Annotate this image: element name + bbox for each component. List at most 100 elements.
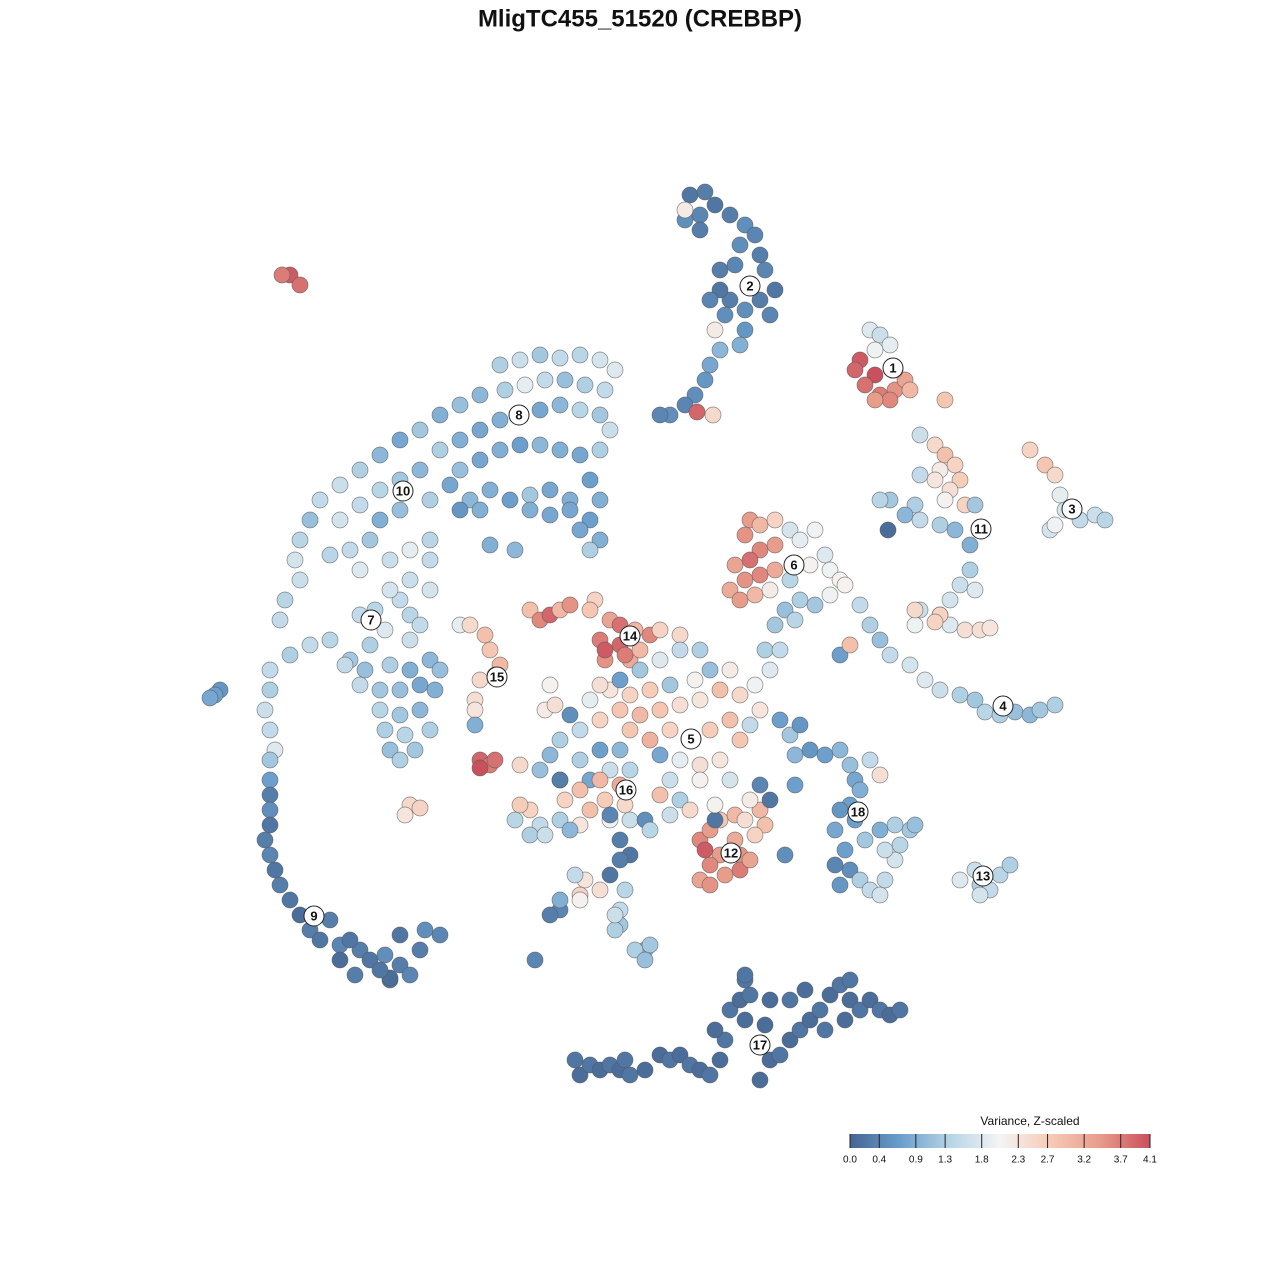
point bbox=[311, 491, 329, 509]
point bbox=[1036, 456, 1054, 474]
point bbox=[866, 341, 884, 359]
point bbox=[606, 921, 624, 939]
point bbox=[273, 266, 291, 284]
point bbox=[361, 531, 379, 549]
point bbox=[371, 511, 389, 529]
point bbox=[746, 676, 764, 694]
point bbox=[481, 536, 499, 554]
point bbox=[926, 471, 944, 489]
point bbox=[556, 791, 574, 809]
point bbox=[701, 856, 719, 874]
point bbox=[411, 616, 429, 634]
point bbox=[286, 551, 304, 569]
point bbox=[706, 321, 724, 339]
point bbox=[511, 756, 529, 774]
point bbox=[651, 746, 669, 764]
point bbox=[691, 756, 709, 774]
point bbox=[701, 356, 719, 374]
point bbox=[731, 861, 749, 879]
point bbox=[541, 676, 559, 694]
point bbox=[381, 551, 399, 569]
point bbox=[736, 321, 754, 339]
point bbox=[411, 941, 429, 959]
point bbox=[431, 441, 449, 459]
point bbox=[391, 681, 409, 699]
point bbox=[476, 626, 494, 644]
point bbox=[966, 691, 984, 709]
point bbox=[816, 546, 834, 564]
point bbox=[766, 561, 784, 579]
point bbox=[936, 391, 954, 409]
cluster-label: 18 bbox=[851, 804, 865, 819]
point bbox=[801, 1011, 819, 1029]
point bbox=[261, 751, 279, 769]
point bbox=[371, 481, 389, 499]
point bbox=[546, 696, 564, 714]
point bbox=[781, 726, 799, 744]
point bbox=[376, 621, 394, 639]
point bbox=[766, 511, 784, 529]
point bbox=[551, 891, 569, 909]
point bbox=[571, 781, 589, 799]
point bbox=[531, 401, 549, 419]
colorbar-tick-label: 3.7 bbox=[1114, 1155, 1128, 1166]
point bbox=[381, 741, 399, 759]
point bbox=[531, 346, 549, 364]
point bbox=[431, 926, 449, 944]
point bbox=[706, 1021, 724, 1039]
point bbox=[696, 841, 714, 859]
point bbox=[751, 566, 769, 584]
point bbox=[521, 601, 539, 619]
point bbox=[541, 906, 559, 924]
point bbox=[481, 481, 499, 499]
point bbox=[536, 371, 554, 389]
point bbox=[621, 811, 639, 829]
point bbox=[781, 521, 799, 539]
point bbox=[761, 661, 779, 679]
point bbox=[351, 496, 369, 514]
point bbox=[676, 201, 694, 219]
point bbox=[711, 261, 729, 279]
cluster-label: 2 bbox=[746, 278, 753, 293]
point bbox=[816, 746, 834, 764]
point bbox=[371, 701, 389, 719]
point bbox=[701, 1066, 719, 1084]
point bbox=[571, 446, 589, 464]
point bbox=[511, 436, 529, 454]
cluster-label: 16 bbox=[619, 782, 633, 797]
point bbox=[776, 846, 794, 864]
point bbox=[396, 806, 414, 824]
point bbox=[911, 466, 929, 484]
point bbox=[951, 871, 969, 889]
point bbox=[411, 701, 429, 719]
point bbox=[376, 946, 394, 964]
point bbox=[786, 611, 804, 629]
point bbox=[704, 406, 722, 424]
point bbox=[351, 941, 369, 959]
point bbox=[826, 856, 844, 874]
point bbox=[591, 711, 609, 729]
point bbox=[916, 671, 934, 689]
point bbox=[471, 451, 489, 469]
point bbox=[671, 696, 689, 714]
point bbox=[926, 436, 944, 454]
point bbox=[621, 686, 639, 704]
cluster-label-bg bbox=[749, 1034, 771, 1056]
colorbar-tick-label: 0.9 bbox=[909, 1155, 923, 1166]
point bbox=[836, 576, 854, 594]
point bbox=[856, 376, 874, 394]
point bbox=[671, 641, 689, 659]
point bbox=[571, 721, 589, 739]
point bbox=[756, 816, 774, 834]
cluster-label-bg bbox=[720, 842, 742, 864]
point bbox=[901, 381, 919, 399]
point bbox=[836, 1011, 854, 1029]
point bbox=[261, 681, 279, 699]
point bbox=[681, 801, 699, 819]
point bbox=[466, 716, 484, 734]
point bbox=[821, 586, 839, 604]
point bbox=[946, 521, 964, 539]
point bbox=[601, 761, 619, 779]
chart-title: MligTC455_51520 (CREBBP) bbox=[478, 5, 802, 32]
